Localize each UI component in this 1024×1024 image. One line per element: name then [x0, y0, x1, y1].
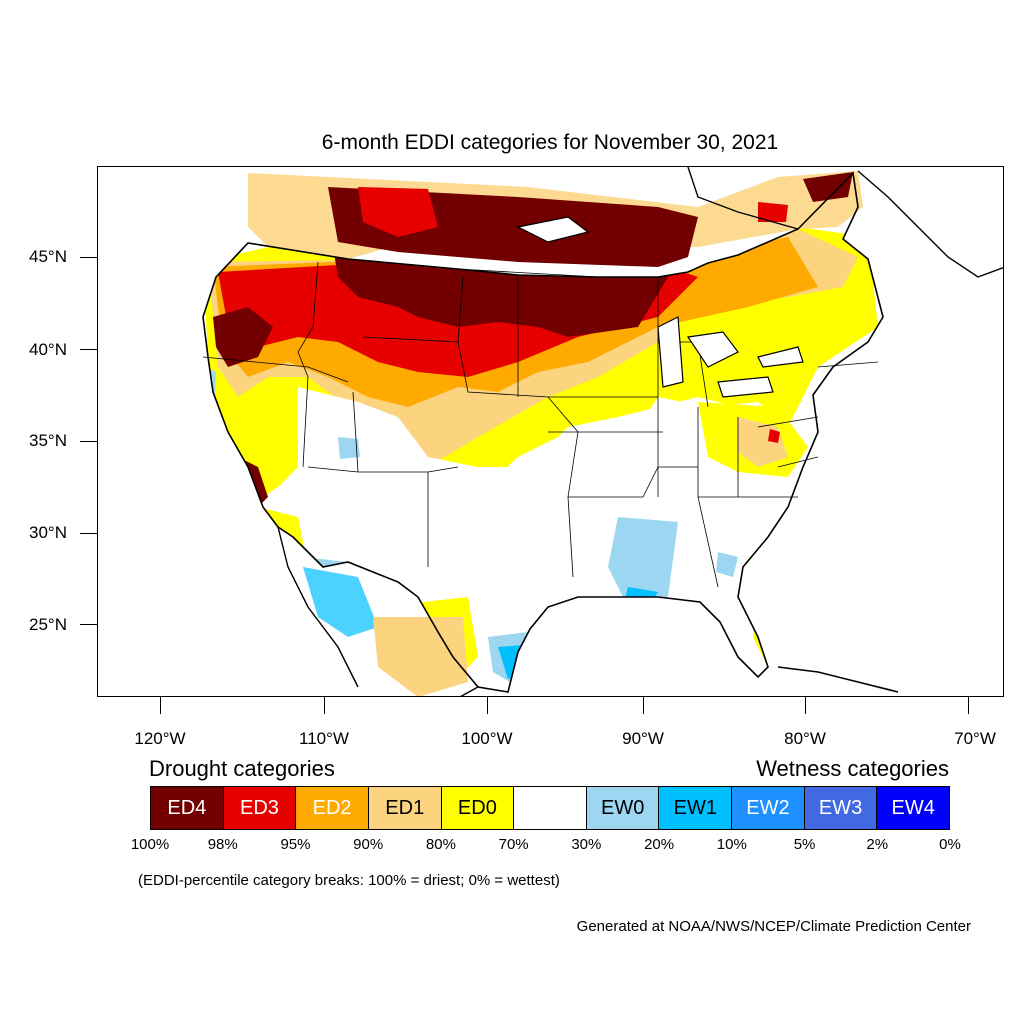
region-ew0-nm — [338, 437, 360, 459]
legend-break-label: 0% — [939, 836, 961, 853]
lat-label-25: 25°N — [29, 615, 67, 634]
map-title: 6-month EDDI categories for November 30,… — [321, 131, 779, 154]
legend-break-label: 100% — [130, 836, 170, 853]
region-ew0-ga — [716, 552, 738, 577]
lat-tick — [80, 533, 97, 534]
legend-color-bar: ED4 ED3 ED2 ED1 ED0 EW0 EW1 EW2 EW3 EW4 — [150, 786, 950, 830]
legend-break-label: 95% — [280, 836, 311, 853]
region-ew0-gulf — [608, 517, 678, 607]
map-panel — [97, 166, 1004, 697]
legend-break-label: 10% — [716, 836, 747, 853]
credit-line: Generated at NOAA/NWS/NCEP/Climate Predi… — [576, 918, 971, 935]
legend-break-label: 70% — [498, 836, 529, 853]
mexico-ew1 — [303, 567, 378, 637]
lat-tick — [80, 349, 97, 350]
legend-break-label: 30% — [571, 836, 602, 853]
legend-break-label: 90% — [353, 836, 384, 853]
legend-break-label: 98% — [207, 836, 238, 853]
lon-tick — [160, 697, 161, 714]
lon-tick — [805, 697, 806, 714]
region-ed4-west — [213, 307, 273, 367]
lon-label-70: 70°W — [954, 729, 996, 748]
legend-swatch-ew2: EW2 — [732, 787, 805, 829]
category-note: (EDDI-percentile category breaks: 100% =… — [138, 872, 560, 889]
legend-swatch-ed1: ED1 — [368, 787, 442, 829]
lat-label-40: 40°N — [29, 340, 67, 359]
legend-swatch-ew0: EW0 — [586, 787, 660, 829]
lon-tick — [643, 697, 644, 714]
mexico-ed1 — [373, 617, 468, 696]
lon-label-80: 80°W — [784, 729, 826, 748]
drought-categories-label: Drought categories — [149, 756, 335, 781]
lat-label-30: 30°N — [29, 523, 67, 542]
lat-label-45: 45°N — [29, 247, 67, 266]
legend-break-label: 80% — [425, 836, 456, 853]
great-lakes — [516, 216, 804, 398]
legend-swatch-ed3: ED3 — [223, 787, 297, 829]
legend-break-label: 20% — [644, 836, 675, 853]
legend-swatch-ew4: EW4 — [877, 787, 950, 829]
legend-swatch-ew1: EW1 — [659, 787, 733, 829]
lon-tick — [324, 697, 325, 714]
mexico-coast — [277, 526, 479, 696]
eddi-map — [202, 167, 1003, 696]
legend-swatch-ed0: ED0 — [441, 787, 515, 829]
legend-swatch-normal — [514, 787, 587, 829]
lat-tick — [80, 624, 97, 625]
canada-ed3-east — [758, 202, 788, 222]
canada-ed4-east — [803, 172, 853, 202]
lon-label-100: 100°W — [461, 729, 513, 748]
region-ed3-va — [768, 429, 780, 443]
lon-label-90: 90°W — [622, 729, 664, 748]
legend-break-label: 2% — [866, 836, 889, 853]
lat-label-35: 35°N — [29, 431, 67, 450]
wetness-categories-label: Wetness categories — [756, 756, 949, 781]
legend-swatch-ed4: ED4 — [151, 787, 224, 829]
legend-break-label: 5% — [793, 836, 816, 853]
lat-tick — [80, 441, 97, 442]
region-ed1-se — [738, 417, 788, 467]
lon-label-120: 120°W — [134, 729, 186, 748]
lon-tick — [968, 697, 969, 714]
legend-swatch-ew3: EW3 — [804, 787, 878, 829]
legend-swatch-ed2: ED2 — [296, 787, 369, 829]
lat-tick — [80, 257, 97, 258]
lon-tick — [487, 697, 488, 714]
cuba-coast — [777, 666, 899, 693]
canada-coast — [687, 167, 1003, 278]
canada-ed3 — [358, 187, 438, 237]
lon-label-110: 110°W — [299, 729, 349, 748]
us-coastline — [202, 171, 884, 693]
